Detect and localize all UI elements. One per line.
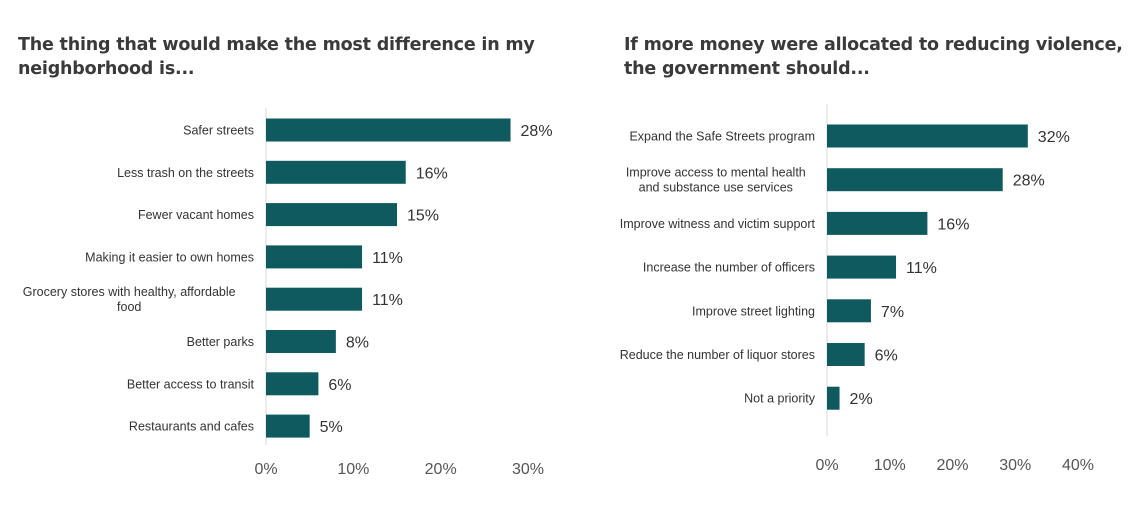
bar-chart-plot: Safer streets 28% Less trash on the street… <box>23 108 553 478</box>
category-label: Restaurants and cafes <box>129 420 254 434</box>
category-label: Expand the Safe Streets program <box>629 130 815 144</box>
x-tick-label: 10% <box>874 457 906 474</box>
x-tick-label: 30% <box>999 457 1031 474</box>
bar <box>266 160 406 184</box>
value-label: 5% <box>320 419 343 436</box>
x-tick-label: 30% <box>512 461 544 478</box>
category-label: Better parks <box>187 335 254 349</box>
bar <box>827 168 1003 192</box>
bar <box>266 203 397 227</box>
x-tick-label: 0% <box>254 461 277 478</box>
value-label: 28% <box>1013 173 1045 190</box>
value-label: 2% <box>850 391 873 408</box>
bar <box>827 255 897 279</box>
category-label: Reduce the number of liquor stores <box>620 348 815 362</box>
bar <box>266 330 336 353</box>
chart-violence-funding: If more money were allocated to reducing… <box>570 0 1139 515</box>
category-label: Fewer vacant homes <box>138 208 254 222</box>
value-label: 16% <box>937 216 969 233</box>
value-label: 32% <box>1038 129 1070 146</box>
value-label: 11% <box>372 292 403 309</box>
bar <box>827 299 871 323</box>
value-label: 11% <box>372 250 403 267</box>
bar <box>266 245 363 269</box>
value-label: 7% <box>881 304 904 321</box>
chart-title: The thing that would make the most diffe… <box>18 35 535 79</box>
category-label: Improve street lighting <box>692 304 815 318</box>
value-label: 11% <box>906 260 937 277</box>
x-tick-label: 20% <box>425 461 457 478</box>
chart-title: If more money were allocated to reducing… <box>624 35 1123 79</box>
value-label: 6% <box>875 348 898 365</box>
value-label: 28% <box>521 123 553 140</box>
x-tick-label: 20% <box>936 457 968 474</box>
bar <box>266 118 511 142</box>
bar <box>827 386 840 410</box>
bar <box>266 287 363 311</box>
bar <box>266 372 319 396</box>
x-tick-label: 10% <box>337 461 369 478</box>
bar <box>827 343 865 366</box>
category-label: Grocery stores with healthy, affordable f… <box>23 285 236 314</box>
bar <box>827 211 928 235</box>
category-label: Not a priority <box>744 392 816 406</box>
category-label: Increase the number of officers <box>643 261 815 275</box>
category-label: Less trash on the streets <box>117 166 254 180</box>
category-label: Better access to transit <box>127 377 255 391</box>
value-label: 8% <box>346 335 369 352</box>
x-tick-label: 40% <box>1062 457 1094 474</box>
value-label: 6% <box>328 377 351 394</box>
category-label: Making it easier to own homes <box>85 250 254 264</box>
x-tick-label: 0% <box>815 457 838 474</box>
bar <box>266 414 310 438</box>
value-label: 16% <box>416 165 448 182</box>
bar <box>827 124 1028 148</box>
chart-neighborhood-difference: The thing that would make the most diffe… <box>18 35 553 478</box>
value-label: 15% <box>407 208 439 225</box>
category-label: Safer streets <box>183 124 254 138</box>
bar-chart-plot: Expand the Safe Streets program 32% Improv… <box>620 104 1094 474</box>
category-label: Improve access to mental health and subst… <box>626 166 806 195</box>
category-label: Improve witness and victim support <box>620 217 816 231</box>
